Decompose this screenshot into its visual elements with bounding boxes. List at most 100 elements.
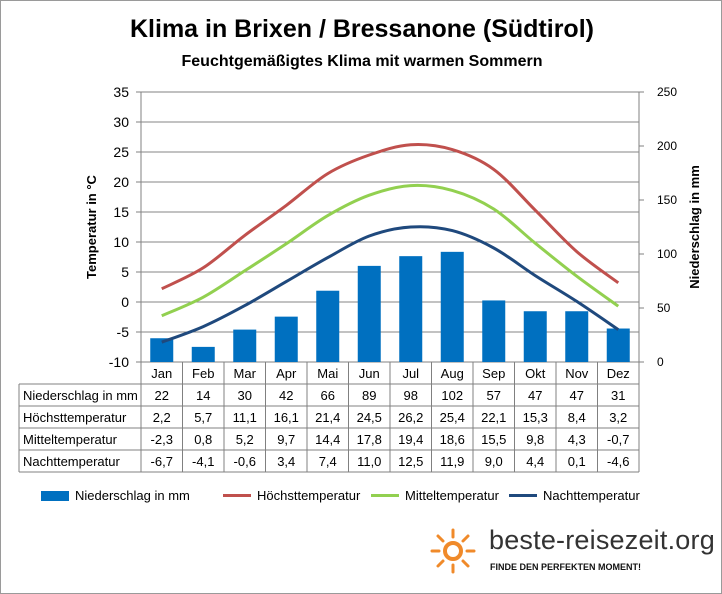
table-cell-value: 21,4 [315,410,340,425]
table-cell-value: 16,1 [274,410,299,425]
table-row-label: Mitteltemperatur [23,432,118,447]
legend-item: Nachttemperatur [509,488,640,503]
table-cell-value: 47 [528,388,542,403]
precipitation-bar [440,251,464,362]
table-cell-value: 9,8 [526,432,544,447]
precipitation-bar [316,290,340,362]
high-temperature-line [161,143,620,291]
table-cell-value: 30 [238,388,252,403]
logo-text: beste-reisezeit.org [489,525,715,555]
right-tick-label: 50 [657,301,671,315]
mean-temperature-line [161,183,620,318]
table-cell-value: 89 [362,388,376,403]
table-cell-value: -6,7 [151,454,173,469]
chart-title: Klima in Brixen / Bressanone (Südtirol) [130,15,594,43]
table-cell-value: 15,3 [523,410,548,425]
chart-legend: Niederschlag in mm Höchsttemperatur Mittel… [41,488,701,508]
sun-icon [430,528,476,574]
legend-swatch [41,490,69,501]
table-cell-value: 12,5 [398,454,423,469]
month-label: Nov [565,366,589,381]
left-tick-label: 15 [113,204,129,220]
right-axis-title: Niederschlag in mm [687,165,702,289]
month-label: Jun [359,366,380,381]
table-cell-value: 26,2 [398,410,423,425]
month-label: Feb [192,366,214,381]
precipitation-bar [357,265,381,362]
table-cell-value: 22 [155,388,169,403]
table-cell-value: 11,0 [357,454,381,469]
left-tick-label: 20 [113,174,129,190]
left-tick-label: 5 [121,264,129,280]
table-cell-value: 4,3 [568,432,586,447]
precipitation-bar [233,329,257,362]
table-cell-value: 14 [196,388,210,403]
precipitation-bar [191,346,215,362]
table-cell-value: 98 [404,388,418,403]
table-cell-value: 18,6 [440,432,465,447]
table-cell-value: 42 [279,388,293,403]
month-label: Dez [607,366,630,381]
table-cell-value: 3,4 [277,454,295,469]
table-cell-value: 19,4 [398,432,423,447]
table-cell-value: 9,0 [485,454,503,469]
legend-swatch [371,494,399,497]
legend-label: Niederschlag in mm [75,488,190,503]
table-cell-value: 5,2 [236,432,254,447]
legend-item: Mitteltemperatur [371,488,499,503]
table-row-label: Niederschlag in mm [23,388,138,403]
table-cell-value: 102 [441,388,463,403]
table-cell-value: 14,4 [315,432,340,447]
table-cell-value: 4,4 [526,454,544,469]
left-tick-label: -10 [109,354,129,370]
table-cell-value: 0,1 [568,454,586,469]
legend-item: Niederschlag in mm [41,488,190,503]
table-cell-value: 15,5 [481,432,506,447]
precipitation-bar [399,256,423,362]
left-tick-label: -5 [117,324,130,340]
table-cell-value: 57 [487,388,501,403]
month-label: Apr [276,366,297,381]
right-tick-label: 250 [657,85,677,99]
left-tick-label: 35 [113,84,129,100]
precipitation-bar [274,316,298,362]
table-cell-value: 11,1 [233,410,257,425]
table-cell-value: -4,6 [607,454,629,469]
table-cell-value: 25,4 [440,410,465,425]
table-cell-value: -2,3 [151,432,173,447]
precipitation-bar [150,338,174,362]
left-axis-title: Temperatur in °C [84,174,99,279]
legend-item: Höchsttemperatur [223,488,360,503]
legend-swatch [223,494,251,497]
table-cell-value: 9,7 [277,432,295,447]
table-cell-value: 8,4 [568,410,586,425]
table-cell-value: -0,7 [607,432,629,447]
table-cell-value: 11,9 [440,454,464,469]
right-tick-label: 100 [657,247,677,261]
table-row-label: Höchsttemperatur [23,410,127,425]
month-label: Mar [234,366,257,381]
table-row-label: Nachttemperatur [23,454,120,469]
right-tick-label: 200 [657,139,677,153]
table-cell-value: 31 [611,388,625,403]
low-temperature-line [161,225,620,344]
table-cell-value: -4,1 [192,454,214,469]
table-cell-value: -0,6 [234,454,256,469]
table-cell-value: 5,7 [194,410,212,425]
brand-logo[interactable]: beste-reisezeit.org FINDE DEN PERFEKTEN … [429,523,719,591]
month-label: Sep [482,366,505,381]
month-label: Jul [402,366,419,381]
legend-label: Höchsttemperatur [257,488,361,503]
legend-label: Nachttemperatur [543,488,640,503]
table-cell-value: 7,4 [319,454,337,469]
table-cell-value: 2,2 [153,410,171,425]
left-tick-label: 10 [113,234,129,250]
table-cell-value: 66 [321,388,335,403]
precipitation-bar [565,311,589,362]
precipitation-bar [523,311,547,362]
table-cell-value: 22,1 [481,410,506,425]
table-cell-value: 47 [570,388,584,403]
left-tick-label: 0 [121,294,129,310]
left-tick-label: 25 [113,144,129,160]
